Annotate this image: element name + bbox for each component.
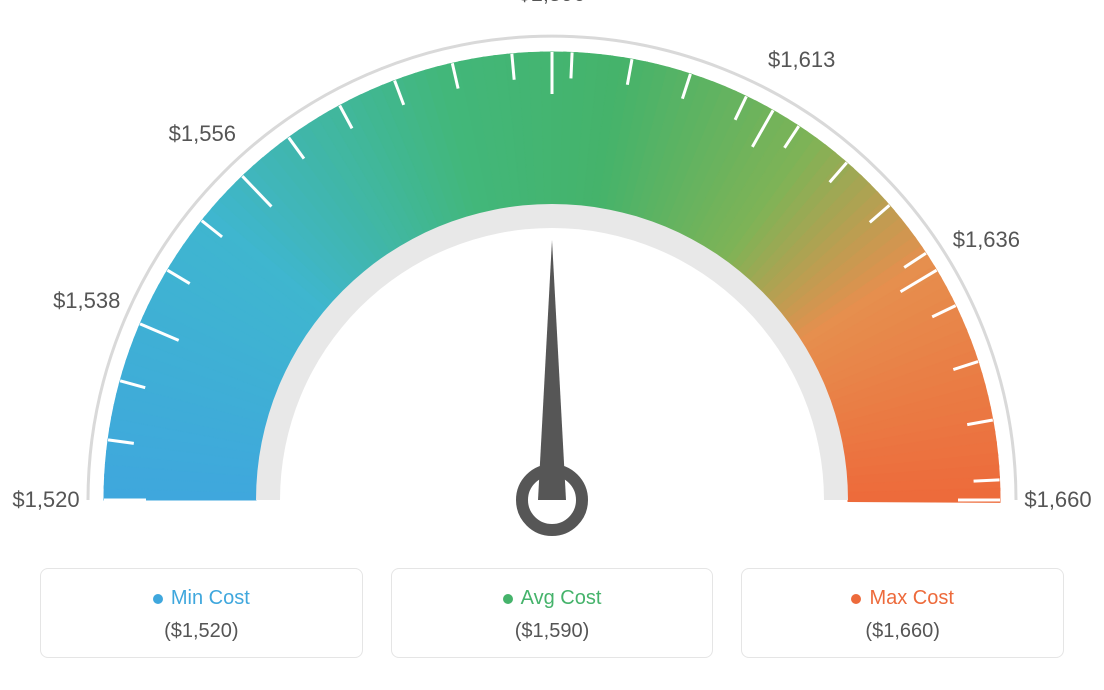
legend-card-avg: Avg Cost ($1,590) <box>391 568 714 658</box>
legend-row: Min Cost ($1,520) Avg Cost ($1,590) Max … <box>0 568 1104 658</box>
tick-label: $1,590 <box>518 0 585 7</box>
legend-label-max: Max Cost <box>869 587 953 610</box>
tick-label: $1,636 <box>953 227 1020 253</box>
gauge-chart-container: $1,520 $1,538 $1,556 $1,590 $1,613 $1,636 $1,6… <box>0 0 1104 690</box>
legend-card-min: Min Cost ($1,520) <box>40 568 363 658</box>
tick-label: $1,538 <box>53 288 120 314</box>
tick-label: $1,660 <box>1024 487 1091 513</box>
legend-title-max: Max Cost <box>851 587 953 610</box>
legend-label-min: Min Cost <box>171 587 250 610</box>
needle <box>538 240 566 500</box>
gauge-svg <box>0 0 1104 560</box>
legend-title-min: Min Cost <box>153 587 250 610</box>
legend-label-avg: Avg Cost <box>521 587 602 610</box>
legend-value-max: ($1,660) <box>752 620 1053 643</box>
legend-value-min: ($1,520) <box>51 620 352 643</box>
legend-value-avg: ($1,590) <box>402 620 703 643</box>
tick-label: $1,613 <box>768 47 835 73</box>
gauge-area: $1,520 $1,538 $1,556 $1,590 $1,613 $1,636 $1,6… <box>0 0 1104 560</box>
legend-dot-avg <box>503 594 513 604</box>
legend-dot-max <box>851 594 861 604</box>
legend-card-max: Max Cost ($1,660) <box>741 568 1064 658</box>
legend-title-avg: Avg Cost <box>503 587 602 610</box>
tick-label: $1,520 <box>12 487 79 513</box>
legend-dot-min <box>153 594 163 604</box>
tick-label: $1,556 <box>169 121 236 147</box>
